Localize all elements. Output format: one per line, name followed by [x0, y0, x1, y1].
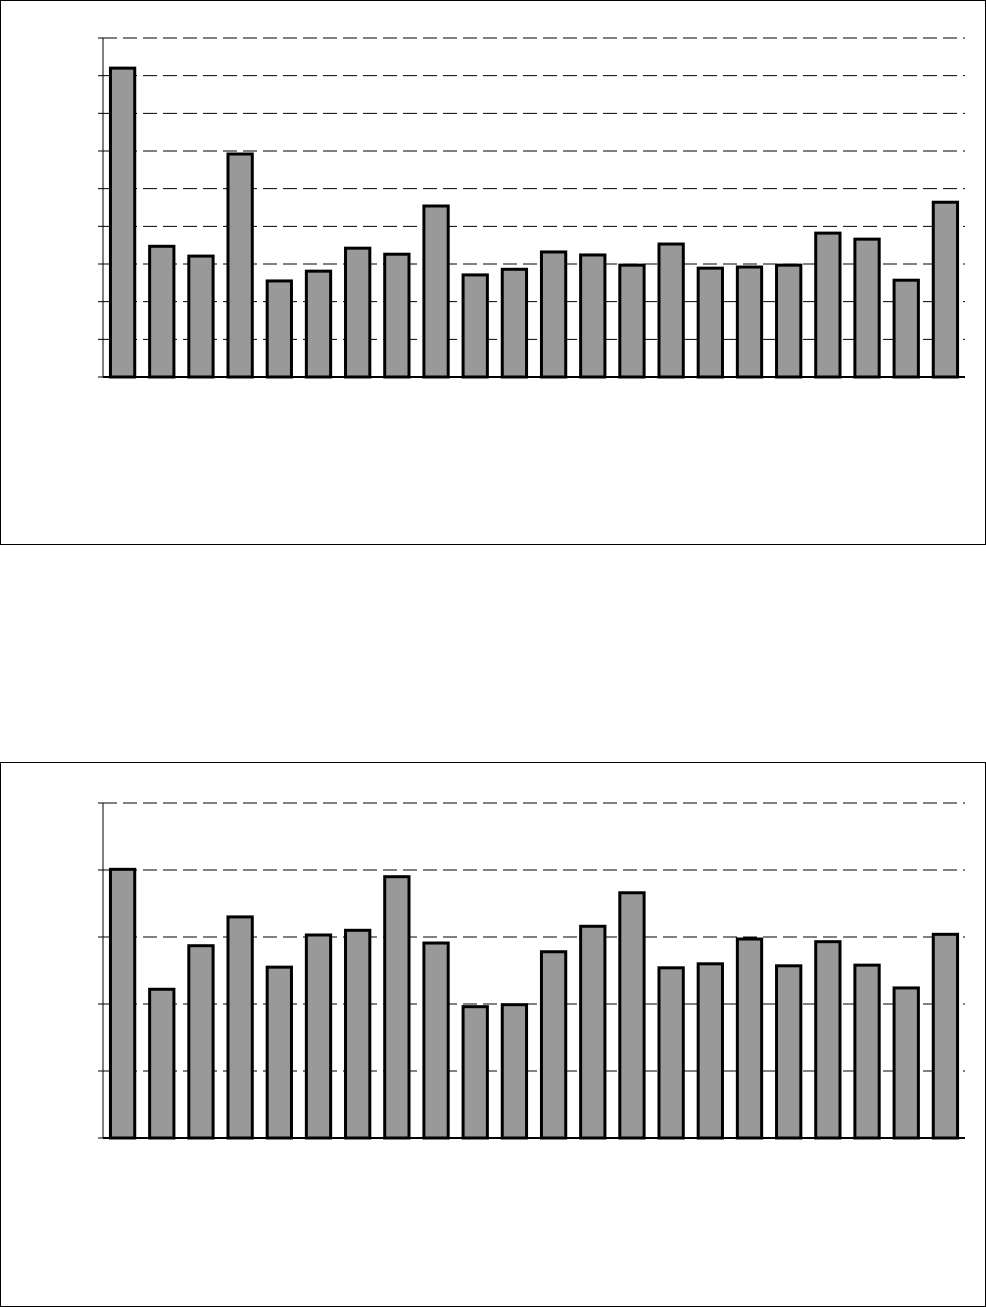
bar: [304, 269, 333, 379]
bar: [187, 254, 215, 379]
bar: [814, 231, 842, 379]
bar: [657, 966, 685, 1140]
bar: [461, 273, 489, 379]
bar: [148, 244, 176, 379]
bar: [422, 204, 450, 379]
bar: [775, 964, 803, 1140]
bar: [618, 891, 646, 1140]
bar: [500, 267, 529, 379]
bar: [775, 263, 803, 379]
bar: [226, 915, 254, 1140]
bar: [696, 266, 724, 379]
bar: [108, 867, 137, 1140]
bar: [344, 246, 372, 379]
bar: [657, 242, 685, 379]
bar: [892, 278, 920, 379]
bar: [735, 265, 764, 379]
bar: [226, 152, 254, 379]
bar: [108, 66, 137, 379]
bar: [344, 928, 372, 1140]
bar: [931, 932, 960, 1140]
bar: [735, 937, 764, 1140]
bar: [814, 940, 842, 1140]
bar: [383, 875, 411, 1140]
bar: [461, 1005, 489, 1140]
bar: [304, 933, 333, 1140]
bar: [539, 250, 568, 379]
bar: [931, 200, 960, 379]
bar: [187, 944, 215, 1140]
bar: [618, 263, 646, 379]
bar: [696, 962, 724, 1140]
bar: [892, 986, 920, 1140]
bar: [148, 987, 176, 1140]
bar: [265, 279, 293, 379]
bar: [383, 252, 411, 379]
bar: [579, 253, 607, 379]
bar: [539, 950, 568, 1140]
bar: [422, 941, 450, 1140]
bar: [853, 237, 881, 379]
bar: [579, 924, 607, 1140]
bar: [500, 1003, 529, 1140]
bar: [853, 963, 881, 1140]
bar: [265, 965, 293, 1140]
